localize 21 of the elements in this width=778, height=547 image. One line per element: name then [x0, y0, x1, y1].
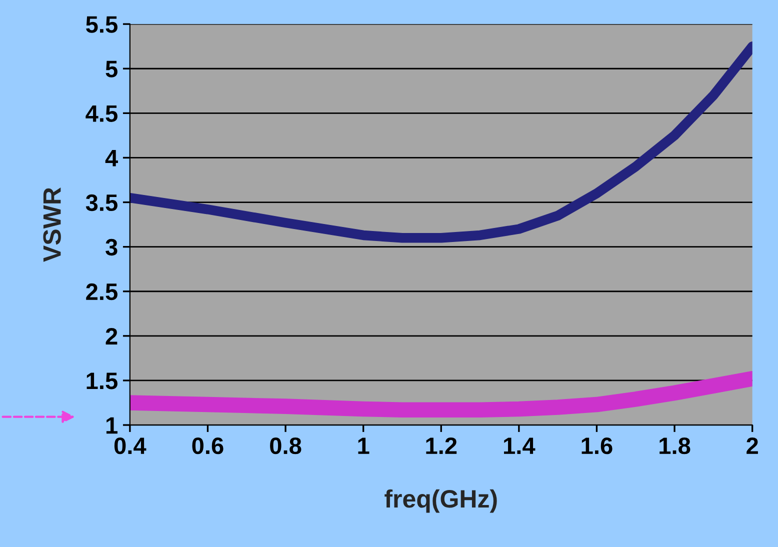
x-tick-label: 0.4: [114, 437, 146, 454]
y-tick-label: 4.5: [86, 105, 118, 122]
y-tick-label: 3: [106, 238, 118, 256]
y-tick-label: 2.5: [86, 283, 118, 300]
y-tick-label: 5.5: [86, 16, 118, 33]
y-tick-label: 4: [105, 150, 118, 166]
x-tick-label: 1.8: [660, 437, 690, 454]
x-tick-label: 1.4: [504, 438, 536, 454]
x-tick-label: 1.2: [426, 437, 457, 454]
x-tick-label: 1.6: [582, 437, 612, 454]
y-tick-label: 3.5: [86, 194, 118, 212]
x-tick-label: 1: [358, 438, 370, 454]
y-tick-label: 5: [106, 60, 118, 78]
y-axis-title: VSWR: [43, 188, 61, 262]
y-tick-label: 1.5: [86, 372, 118, 390]
x-tick-label: 0.6: [192, 437, 224, 454]
y-tick-label: 2: [106, 328, 118, 344]
x-tick-label: 0.8: [270, 437, 302, 454]
x-tick-label: 2: [746, 437, 758, 454]
x-axis-title: freq(GHz): [384, 489, 497, 513]
y-tick-label: 1: [106, 417, 118, 434]
